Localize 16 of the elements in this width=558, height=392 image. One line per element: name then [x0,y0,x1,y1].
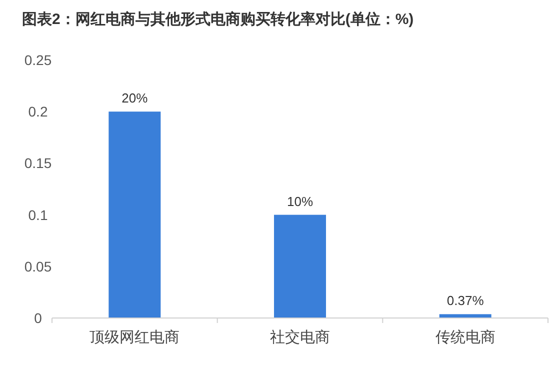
y-tick-label: 0.15 [24,155,52,172]
x-tick-label: 社交电商 [270,329,330,346]
x-tick-label: 传统电商 [435,329,496,346]
data-label: 10% [286,194,314,209]
bar [439,314,492,318]
y-tick-label: 0.1 [28,206,48,223]
data-label: 0.37% [446,293,484,308]
x-tick-label: 顶级网红电商 [90,329,180,346]
y-tick-label: 0.25 [24,52,52,68]
y-tick-label: 0.05 [24,258,52,274]
bar [274,214,326,318]
chart-title: 图表2：网红电商与其他形式电商购买转化率对比(单位：%) [22,10,414,28]
bar [108,112,161,318]
y-tick-label: 0 [34,310,42,326]
data-label: 20% [122,90,148,106]
y-tick-label: 0.2 [28,104,48,120]
